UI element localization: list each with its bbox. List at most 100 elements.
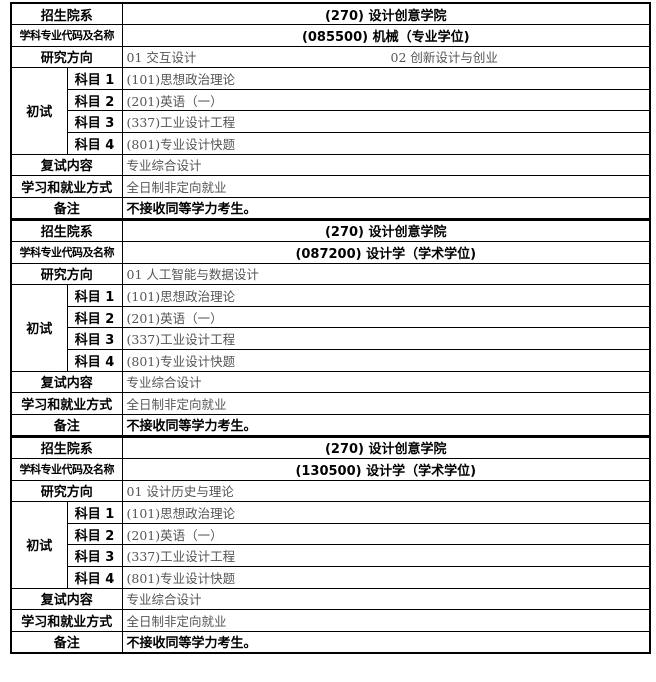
major-label: 学科专业代码及名称 xyxy=(10,457,123,481)
subject-label: 科目 1 xyxy=(66,67,123,90)
retest-value: 专业综合设计 xyxy=(121,587,651,611)
major-row: 学科专业代码及名称 (130500) 设计学（学术学位) xyxy=(10,457,651,481)
study-mode-label: 学习和就业方式 xyxy=(10,175,123,198)
direction-label: 研究方向 xyxy=(10,479,123,503)
subject-value: (801)专业设计快题 xyxy=(121,132,651,155)
remarks-row: 备注 不接收同等学力考生。 xyxy=(10,630,651,654)
subject-label: 科目 1 xyxy=(66,501,123,524)
department-value: (270) 设计创意学院 xyxy=(121,219,651,243)
direction-1: 01 交互设计 xyxy=(126,50,197,66)
subject-value: (201)英语（一） xyxy=(121,305,651,329)
subject-value: (201)英语（一） xyxy=(121,88,651,112)
major-value: (087200) 设计学（学术学位) xyxy=(121,241,651,264)
remarks-label: 备注 xyxy=(10,196,123,220)
retest-value: 专业综合设计 xyxy=(121,153,651,177)
study-mode-row: 学习和就业方式 全日制非定向就业 xyxy=(10,392,651,415)
subject-label: 科目 4 xyxy=(66,565,123,589)
remarks-row: 备注 不接收同等学力考生。 xyxy=(10,413,651,437)
major-value: (130500) 设计学（学术学位) xyxy=(121,457,651,481)
direction-row: 研究方向 01 交互设计 02 创新设计与创业 xyxy=(10,45,651,69)
direction-2: 02 创新设计与创业 xyxy=(390,50,498,66)
subject-row: 初试 科目 1 (101)思想政治理论 xyxy=(10,67,651,155)
retest-value: 专业综合设计 xyxy=(121,370,651,394)
subject-row: 科目 4 (801)专业设计快题 xyxy=(11,349,651,372)
remarks-label: 备注 xyxy=(10,413,123,437)
subject-row: 科目 4 (801)专业设计快题 xyxy=(11,132,651,155)
study-mode-value: 全日制非定向就业 xyxy=(121,392,651,415)
remarks-value: 不接收同等学力考生。 xyxy=(121,630,651,654)
study-mode-value: 全日制非定向就业 xyxy=(121,609,651,632)
retest-row: 复试内容 专业综合设计 xyxy=(10,153,651,177)
subject-value: (101)思想政治理论 xyxy=(121,67,651,90)
study-mode-label: 学习和就业方式 xyxy=(10,392,123,415)
department-value: (270) 设计创意学院 xyxy=(121,436,651,459)
subject-row: 科目 4 (801)专业设计快题 xyxy=(11,565,651,589)
direction-value: 01 设计历史与理论 xyxy=(121,479,651,503)
subject-row: 科目 2 (201)英语（一） xyxy=(11,522,651,546)
department-row: 招生院系 (270) 设计创意学院 xyxy=(10,2,651,26)
direction-1: 01 设计历史与理论 xyxy=(126,484,234,500)
study-mode-row: 学习和就业方式 全日制非定向就业 xyxy=(10,609,651,632)
subject-label: 科目 2 xyxy=(66,305,123,329)
subject-value: (101)思想政治理论 xyxy=(121,501,651,524)
department-label: 招生院系 xyxy=(10,219,123,243)
initial-exam-label: 初试 xyxy=(10,67,68,155)
department-value: (270) 设计创意学院 xyxy=(121,2,651,26)
subject-row: 科目 3 (337)工业设计工程 xyxy=(11,327,651,350)
program-table: 招生院系 (270) 设计创意学院 学科专业代码及名称 (085500) 机械（… xyxy=(10,2,651,220)
direction-row: 研究方向 01 人工智能与数据设计 xyxy=(10,262,651,286)
direction-row: 研究方向 01 设计历史与理论 xyxy=(10,479,651,503)
study-mode-value: 全日制非定向就业 xyxy=(121,175,651,198)
direction-value: 01 交互设计 02 创新设计与创业 xyxy=(121,45,651,69)
subject-value: (337)工业设计工程 xyxy=(121,327,651,350)
remarks-value: 不接收同等学力考生。 xyxy=(121,413,651,437)
subject-value: (337)工业设计工程 xyxy=(121,110,651,134)
subject-label: 科目 4 xyxy=(66,132,123,155)
subject-label: 科目 4 xyxy=(66,349,123,372)
retest-row: 复试内容 专业综合设计 xyxy=(10,587,651,611)
direction-label: 研究方向 xyxy=(10,262,123,286)
subject-label: 科目 1 xyxy=(66,284,123,307)
subject-value: (101)思想政治理论 xyxy=(121,284,651,307)
direction-value: 01 人工智能与数据设计 xyxy=(121,262,651,286)
retest-row: 复试内容 专业综合设计 xyxy=(10,370,651,394)
retest-label: 复试内容 xyxy=(10,153,123,177)
subject-label: 科目 3 xyxy=(66,110,123,134)
subject-label: 科目 2 xyxy=(66,88,123,112)
program-table: 招生院系 (270) 设计创意学院 学科专业代码及名称 (130500) 设计学… xyxy=(10,435,651,654)
subject-label: 科目 2 xyxy=(66,522,123,546)
subject-row: 科目 3 (337)工业设计工程 xyxy=(11,544,651,567)
major-row: 学科专业代码及名称 (087200) 设计学（学术学位) xyxy=(10,241,651,264)
subject-row: 初试 科目 1 (101)思想政治理论 xyxy=(10,501,651,589)
direction-label: 研究方向 xyxy=(10,45,123,69)
study-mode-row: 学习和就业方式 全日制非定向就业 xyxy=(10,175,651,198)
remarks-label: 备注 xyxy=(10,630,123,654)
major-label: 学科专业代码及名称 xyxy=(10,241,123,264)
program-table: 招生院系 (270) 设计创意学院 学科专业代码及名称 (087200) 设计学… xyxy=(10,218,651,437)
direction-1: 01 人工智能与数据设计 xyxy=(126,267,259,283)
subject-value: (801)专业设计快题 xyxy=(121,565,651,589)
subject-row: 科目 2 (201)英语（一） xyxy=(11,305,651,329)
subject-value: (201)英语（一） xyxy=(121,522,651,546)
department-label: 招生院系 xyxy=(10,436,123,459)
remarks-value: 不接收同等学力考生。 xyxy=(121,196,651,220)
remarks-row: 备注 不接收同等学力考生。 xyxy=(10,196,651,220)
subject-row: 初试 科目 1 (101)思想政治理论 xyxy=(10,284,651,372)
subject-label: 科目 3 xyxy=(66,327,123,350)
department-label: 招生院系 xyxy=(10,2,123,26)
major-value: (085500) 机械（专业学位) xyxy=(121,24,651,47)
study-mode-label: 学习和就业方式 xyxy=(10,609,123,632)
department-row: 招生院系 (270) 设计创意学院 xyxy=(10,219,651,243)
major-label: 学科专业代码及名称 xyxy=(10,24,123,47)
subject-row: 科目 2 (201)英语（一） xyxy=(11,88,651,112)
major-row: 学科专业代码及名称 (085500) 机械（专业学位) xyxy=(10,24,651,47)
program-tables: 招生院系 (270) 设计创意学院 学科专业代码及名称 (085500) 机械（… xyxy=(10,2,651,654)
retest-label: 复试内容 xyxy=(10,370,123,394)
initial-exam-label: 初试 xyxy=(10,284,68,372)
initial-exam-label: 初试 xyxy=(10,501,68,589)
subject-row: 科目 3 (337)工业设计工程 xyxy=(11,110,651,134)
subject-label: 科目 3 xyxy=(66,544,123,567)
subject-value: (801)专业设计快题 xyxy=(121,349,651,372)
retest-label: 复试内容 xyxy=(10,587,123,611)
subject-value: (337)工业设计工程 xyxy=(121,544,651,567)
